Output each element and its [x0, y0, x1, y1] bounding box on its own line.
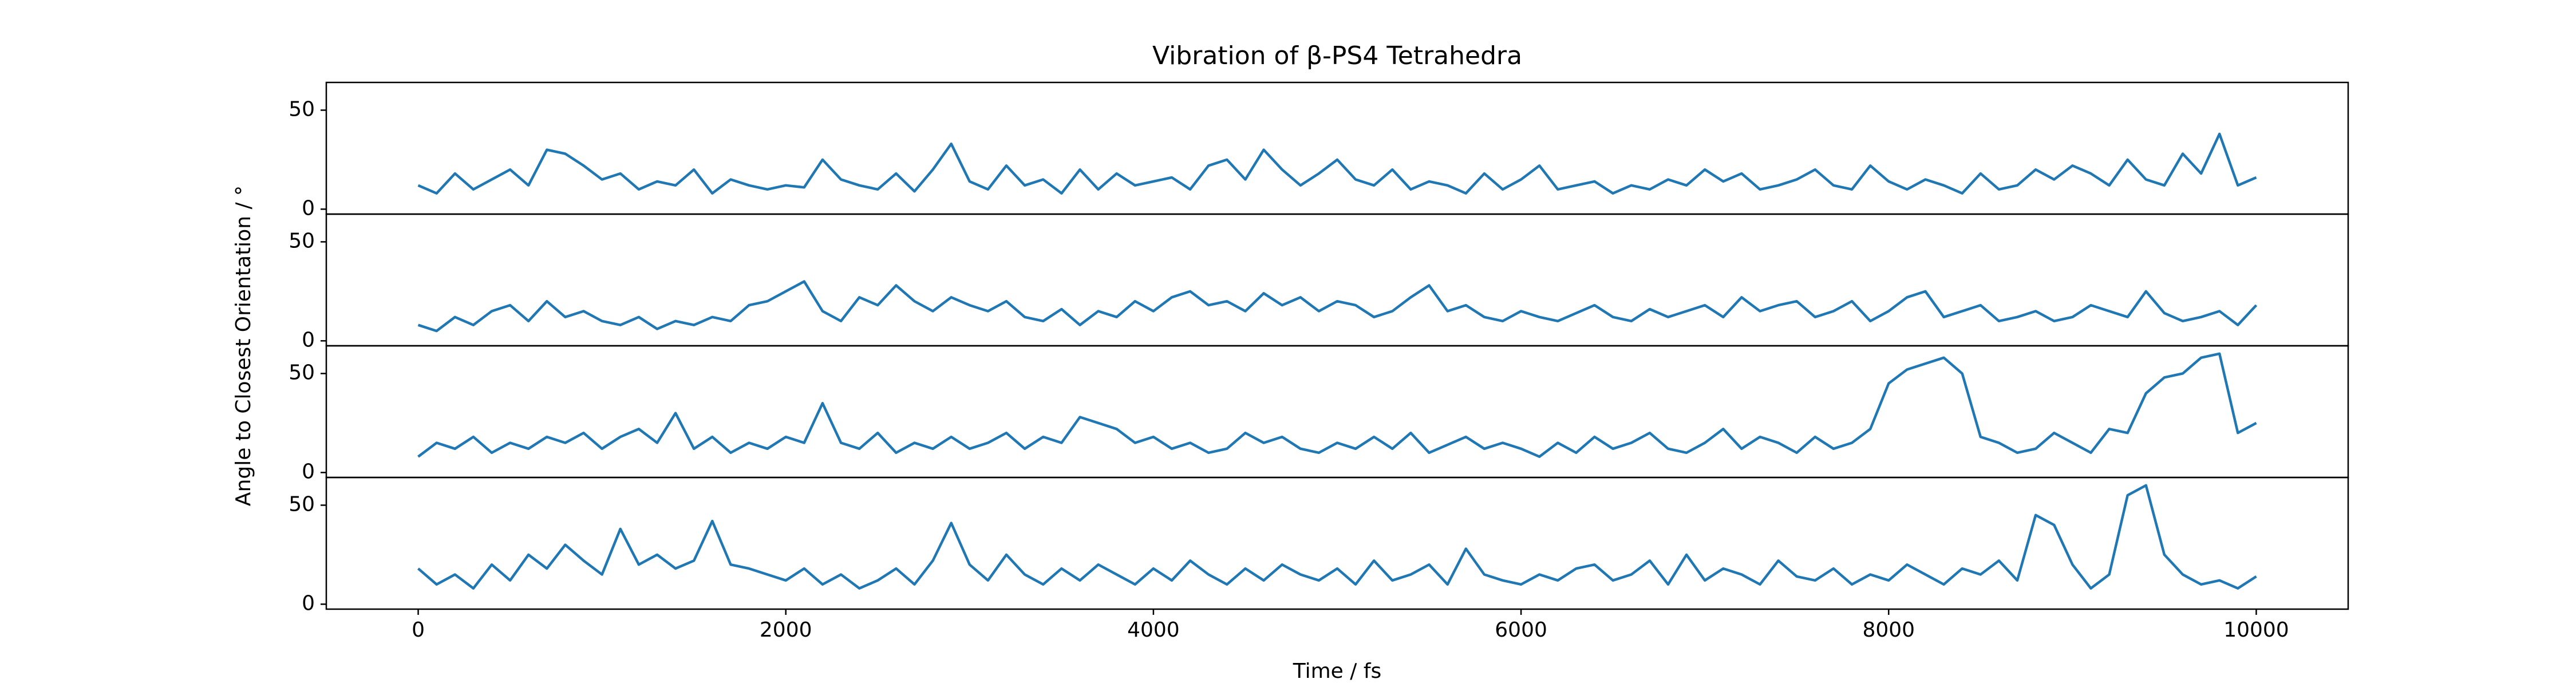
y-tick-label: 50 — [289, 361, 315, 384]
y-tick-label: 0 — [302, 591, 315, 615]
x-tick-label: 10000 — [2223, 618, 2289, 642]
panel-frame — [325, 213, 2349, 347]
data-line — [417, 280, 2258, 333]
x-tick-label: 6000 — [1495, 618, 1547, 642]
x-tick-label: 2000 — [760, 618, 812, 642]
y-tick-label: 0 — [302, 328, 315, 352]
y-tick-label: 0 — [302, 460, 315, 483]
panel-frame — [325, 81, 2349, 215]
y-axis-label: Angle to Closest Orientation / ° — [232, 185, 255, 506]
y-tick-label: 50 — [289, 492, 315, 516]
x-tick-label: 8000 — [1862, 618, 1915, 642]
x-tick-label: 0 — [412, 618, 425, 642]
y-tick-label: 50 — [289, 97, 315, 121]
data-line — [417, 132, 2257, 195]
panel-frame — [325, 476, 2349, 610]
y-tick-label: 0 — [302, 196, 315, 220]
panel-frame — [325, 345, 2349, 479]
chart-title: Vibration of β-PS4 Tetrahedra — [1152, 41, 1522, 70]
y-tick-label: 50 — [289, 229, 315, 252]
data-line — [417, 352, 2257, 458]
x-tick-label: 4000 — [1127, 618, 1180, 642]
x-axis-label: Time / fs — [1293, 660, 1382, 683]
data-line — [417, 484, 2257, 590]
